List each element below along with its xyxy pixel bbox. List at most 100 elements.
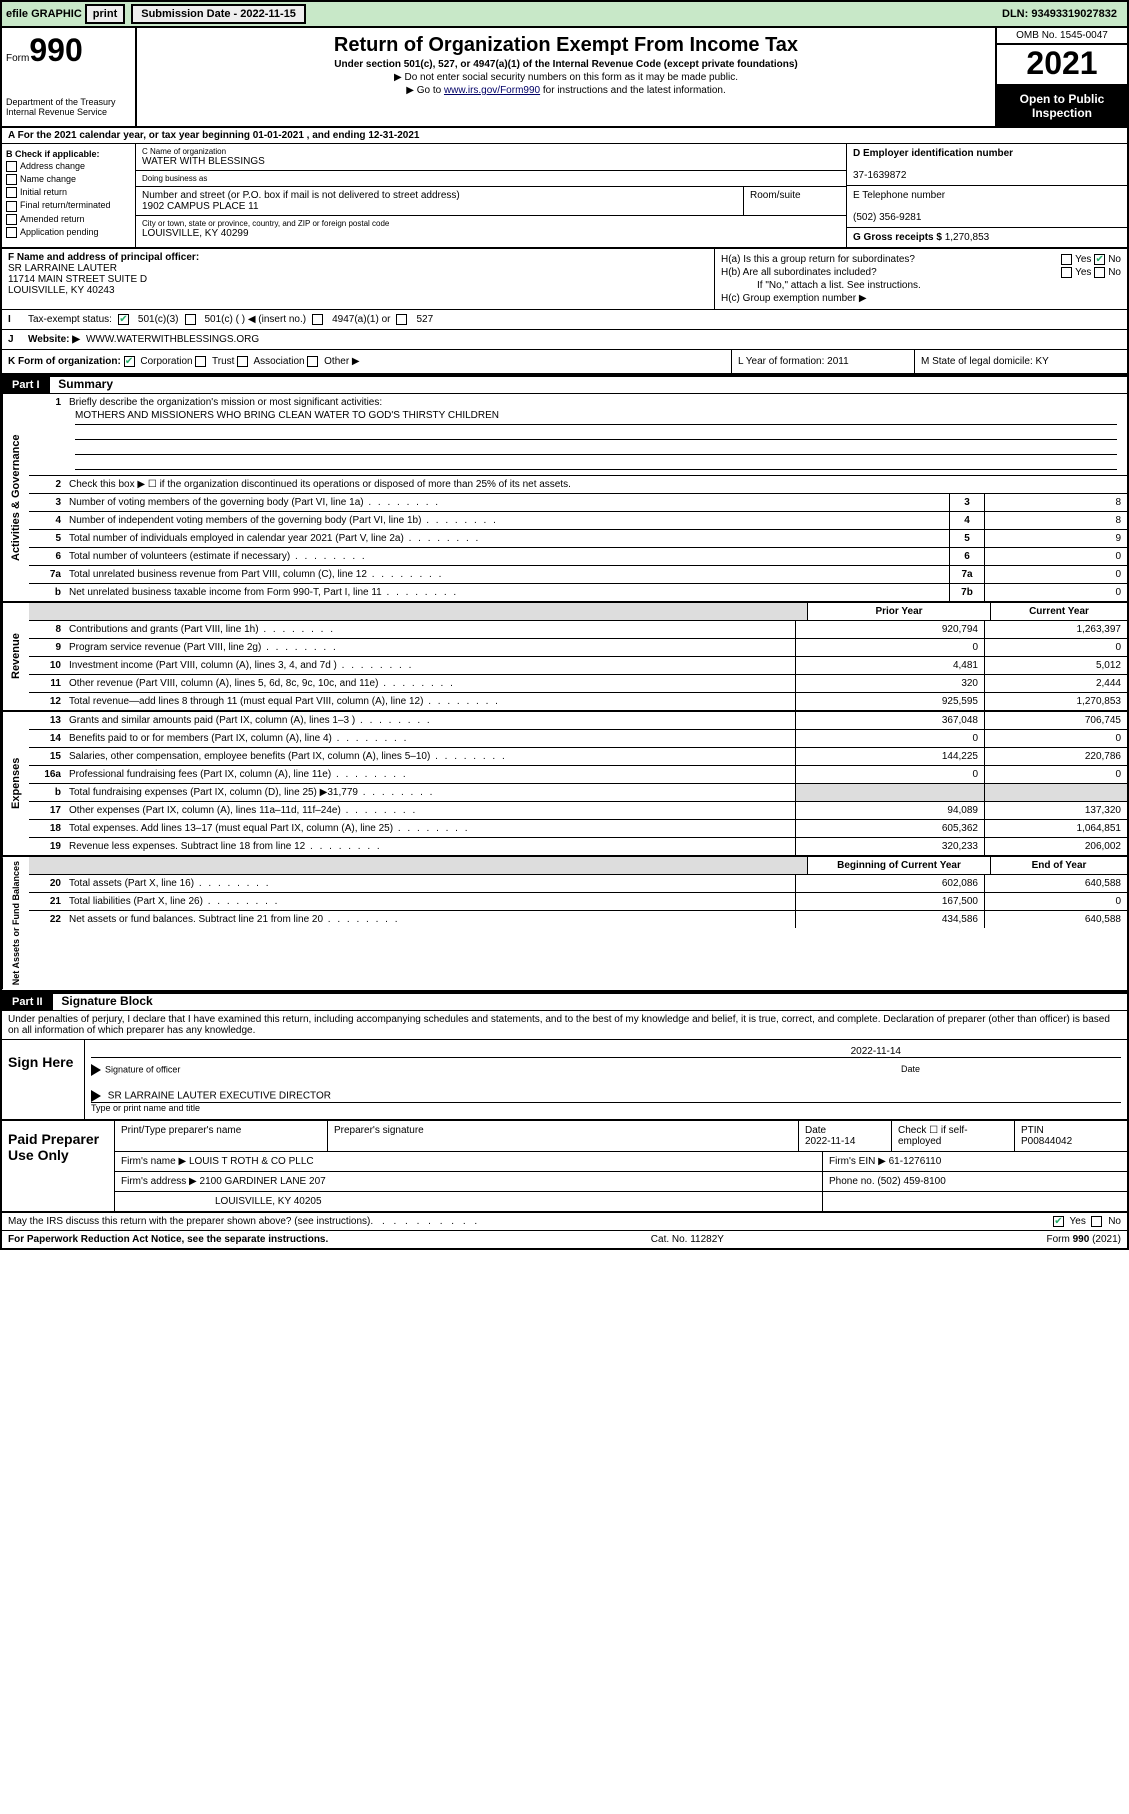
dept-treasury: Department of the Treasury Internal Reve… <box>6 97 131 117</box>
prep-date: 2022-11-14 <box>805 1136 855 1147</box>
i-label: Tax-exempt status: <box>28 314 112 325</box>
firm-addr-row: Firm's address ▶ 2100 GARDINER LANE 207 … <box>115 1172 1127 1192</box>
arrow-icon <box>91 1090 101 1102</box>
firm-name-label: Firm's name ▶ <box>121 1156 186 1167</box>
submission-date: Submission Date - 2022-11-15 <box>131 4 306 24</box>
preparer-right: Print/Type preparer's name Preparer's si… <box>115 1121 1127 1211</box>
chk-4947[interactable] <box>312 314 323 325</box>
sig-officer-label: Signature of officer <box>105 1064 180 1074</box>
sig-date: 2022-11-14 <box>91 1046 1121 1058</box>
ptin-label: PTIN <box>1021 1125 1044 1136</box>
header-center: Return of Organization Exempt From Incom… <box>137 28 995 126</box>
opt-name-change[interactable]: Name change <box>6 174 131 185</box>
header-right: OMB No. 1545-0047 2021 Open to Public In… <box>995 28 1127 126</box>
chk-other[interactable] <box>307 356 318 367</box>
gov-row: bNet unrelated business taxable income f… <box>29 584 1127 601</box>
table-row: 17Other expenses (Part IX, column (A), l… <box>29 802 1127 820</box>
chk-501c[interactable] <box>185 314 196 325</box>
irs-discuss-yn[interactable]: Yes No <box>1053 1216 1121 1227</box>
box-b: B Check if applicable: Address change Na… <box>2 144 136 247</box>
table-row: bTotal fundraising expenses (Part IX, co… <box>29 784 1127 802</box>
ha-yn[interactable]: Yes No <box>1061 254 1121 265</box>
box-h: H(a) Is this a group return for subordin… <box>715 249 1127 309</box>
firm-ein-label: Firm's EIN ▶ <box>829 1156 886 1167</box>
line-a: A For the 2021 calendar year, or tax yea… <box>2 128 1127 144</box>
h-b: H(b) Are all subordinates included? Yes … <box>721 267 1121 278</box>
box-e: E Telephone number (502) 356-9281 <box>847 186 1127 228</box>
opt-final-return[interactable]: Final return/terminated <box>6 200 131 211</box>
suite-label: Room/suite <box>750 190 840 201</box>
ein: 37-1639872 <box>853 170 906 181</box>
h-c: H(c) Group exemption number ▶ <box>721 293 1121 304</box>
chk-501c3[interactable] <box>118 314 129 325</box>
line-k: K Form of organization: Corporation Trus… <box>2 350 1127 375</box>
rev-col-hdr: Prior Year Current Year <box>29 603 1127 621</box>
line-a-text: A For the 2021 calendar year, or tax yea… <box>8 130 419 141</box>
box-b-title: B Check if applicable: <box>6 149 100 159</box>
irs-link[interactable]: www.irs.gov/Form990 <box>444 85 540 96</box>
sign-here: Sign Here <box>2 1040 85 1119</box>
form-header: Form990 Department of the Treasury Inter… <box>2 28 1127 128</box>
open-to-public: Open to Public Inspection <box>997 86 1127 126</box>
box-f: F Name and address of principal officer:… <box>2 249 715 309</box>
form-number: Form990 <box>6 32 131 69</box>
opt-assoc: Association <box>253 356 304 367</box>
pra-notice: For Paperwork Reduction Act Notice, see … <box>8 1234 328 1245</box>
table-row: 18Total expenses. Add lines 13–17 (must … <box>29 820 1127 838</box>
opt-501c3: 501(c)(3) <box>138 314 179 325</box>
chk-527[interactable] <box>396 314 407 325</box>
gov-row: 7aTotal unrelated business revenue from … <box>29 566 1127 584</box>
table-row: 20Total assets (Part X, line 16)602,0866… <box>29 875 1127 893</box>
subtitle-2: ▶ Do not enter social security numbers o… <box>143 72 989 83</box>
part-i-header: Part I Summary <box>2 375 1127 394</box>
opt-trust: Trust <box>212 356 234 367</box>
col-beginning: Beginning of Current Year <box>807 857 990 874</box>
col-prior: Prior Year <box>807 603 990 620</box>
gov-row: 3Number of voting members of the governi… <box>29 494 1127 512</box>
line-j: J Website: ▶ WWW.WATERWITHBLESSINGS.ORG <box>2 330 1127 350</box>
opt-application-pending[interactable]: Application pending <box>6 227 131 238</box>
irs-discuss-q: May the IRS discuss this return with the… <box>8 1216 370 1227</box>
chk-assoc[interactable] <box>237 356 248 367</box>
print-button[interactable]: print <box>85 4 125 24</box>
officer: SR LARRAINE LAUTER 11714 MAIN STREET SUI… <box>8 263 147 296</box>
chk-corp[interactable] <box>124 356 135 367</box>
h-b2: If "No," attach a list. See instructions… <box>721 280 1121 291</box>
table-row: 8Contributions and grants (Part VIII, li… <box>29 621 1127 639</box>
subtitle-3: ▶ Go to www.irs.gov/Form990 for instruct… <box>143 85 989 96</box>
prep-sig-label: Preparer's signature <box>328 1121 799 1151</box>
opt-label: Final return/terminated <box>20 200 111 210</box>
table-row: 16aProfessional fundraising fees (Part I… <box>29 766 1127 784</box>
net-col-hdr: Beginning of Current Year End of Year <box>29 857 1127 875</box>
part-ii-tag: Part II <box>2 994 53 1010</box>
firm-phone-label: Phone no. <box>829 1176 875 1187</box>
dba-row: Doing business as <box>136 171 846 187</box>
part-i-title: Summary <box>52 377 113 391</box>
form-title: Return of Organization Exempt From Incom… <box>143 34 989 57</box>
table-row: 9Program service revenue (Part VIII, lin… <box>29 639 1127 657</box>
opt-initial-return[interactable]: Initial return <box>6 187 131 198</box>
city-row: City or town, state or province, country… <box>136 216 846 242</box>
mission: MOTHERS AND MISSIONERS WHO BRING CLEAN W… <box>75 410 1117 425</box>
k-label: K Form of organization: <box>8 356 121 367</box>
firm-name-row: Firm's name ▶ LOUIS T ROTH & CO PLLC Fir… <box>115 1152 1127 1172</box>
opt-address-change[interactable]: Address change <box>6 161 131 172</box>
side-governance: Activities & Governance <box>2 394 29 601</box>
opt-501c: 501(c) ( ) ◀ (insert no.) <box>205 314 307 325</box>
hb-yn[interactable]: Yes No <box>1061 267 1121 278</box>
chk-trust[interactable] <box>195 356 206 367</box>
opt-other: Other ▶ <box>324 356 359 367</box>
opt-amended-return[interactable]: Amended return <box>6 214 131 225</box>
officer-name-label: Type or print name and title <box>91 1103 1121 1113</box>
omb-no: OMB No. 1545-0047 <box>997 28 1127 45</box>
firm-phone: (502) 459-8100 <box>877 1176 945 1187</box>
phone-label: E Telephone number <box>853 190 945 201</box>
part-ii-header: Part II Signature Block <box>2 992 1127 1011</box>
m-domicile: M State of legal domicile: KY <box>915 350 1127 373</box>
gov-row: 4Number of independent voting members of… <box>29 512 1127 530</box>
table-row: 22Net assets or fund balances. Subtract … <box>29 911 1127 928</box>
gov-row: 6Total number of volunteers (estimate if… <box>29 548 1127 566</box>
firm-addr: 2100 GARDINER LANE 207 <box>200 1176 326 1187</box>
sign-right: 2022-11-14 Signature of officer Date SR … <box>85 1040 1127 1119</box>
paid-preparer: Paid Preparer Use Only <box>2 1121 115 1211</box>
